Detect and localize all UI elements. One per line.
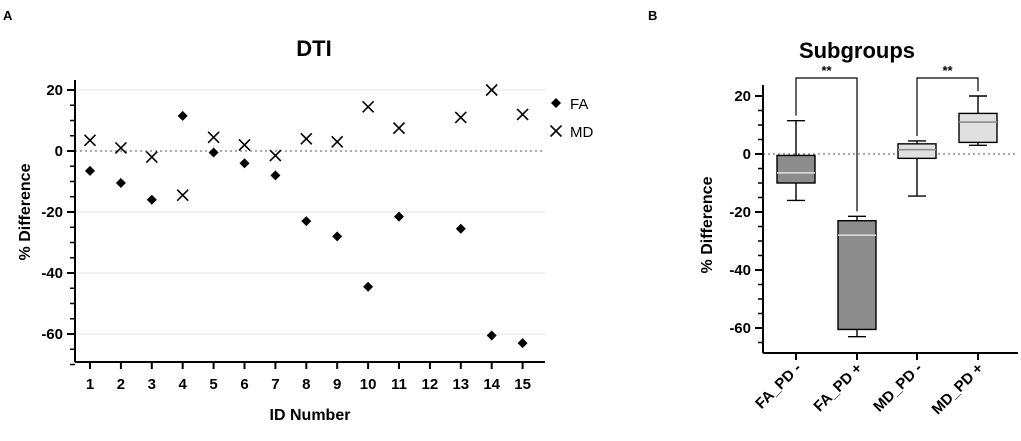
md-point: [207, 131, 220, 144]
md-point: [485, 83, 498, 97]
md-point: [300, 132, 313, 145]
fa-point: [455, 223, 466, 234]
fa-point: [270, 170, 281, 181]
fa-point: [394, 211, 404, 222]
fa-point: [517, 338, 528, 349]
fa-point: [301, 216, 312, 227]
fa-point: [177, 110, 188, 121]
x-tick-label: 8: [302, 376, 310, 393]
significance-bracket: [795, 77, 858, 212]
x-tick-label: 5: [209, 376, 217, 393]
significance-label: **: [942, 63, 953, 78]
box: [776, 154, 816, 184]
legend-md-label: MD: [570, 124, 593, 141]
md-point: [331, 135, 344, 148]
fa-point: [146, 194, 157, 205]
x-tick-label: 2: [117, 376, 125, 393]
fa-point: [85, 165, 95, 176]
legend-fa-label: FA: [570, 96, 588, 113]
md-point: [516, 108, 529, 121]
fa-point: [486, 330, 497, 341]
x-tick-label: 13: [452, 376, 469, 393]
x-tick-label: 14: [483, 376, 500, 393]
x-tick-label: 10: [360, 376, 377, 393]
panel-a-xlabel: ID Number: [270, 407, 351, 424]
fa-point: [115, 178, 126, 189]
significance-bracket: [916, 77, 979, 136]
legend-fa-marker: [551, 98, 561, 108]
md-point: [83, 134, 97, 147]
x-tick-label: MD_PD -: [870, 360, 926, 416]
panel-b-title: Subgroups: [799, 38, 915, 63]
md-point: [176, 189, 189, 202]
y-tick-label: 20: [734, 88, 751, 105]
y-tick-label: -60: [41, 326, 63, 343]
x-tick-label: 15: [514, 376, 531, 393]
md-point: [362, 100, 375, 113]
panel-b-ylabel: % Difference: [699, 176, 716, 273]
md-point: [392, 122, 406, 135]
md-point: [145, 151, 158, 164]
panel-b-plot: 20 0 -20 -40 -60 FA_PD - FA_PD + MD_PD - MD_PD +…: [729, 63, 1018, 418]
panel-b-letter: B: [648, 8, 657, 23]
x-tick-label: 3: [148, 376, 156, 393]
fa-point: [332, 231, 343, 242]
x-tick-label: 12: [422, 376, 439, 393]
panel-a-ylabel: % Difference: [17, 163, 34, 260]
fa-point: [208, 147, 219, 158]
y-tick-label: -20: [729, 204, 751, 221]
x-tick-label: MD_PD +: [929, 360, 987, 418]
y-tick-label: 20: [46, 82, 63, 99]
y-tick-label: -40: [729, 262, 751, 279]
legend-md-marker: [549, 124, 563, 138]
box: [897, 143, 937, 160]
y-tick-label: 0: [743, 146, 751, 163]
x-tick-label: 7: [271, 376, 279, 393]
x-tick-label: 1: [86, 376, 94, 393]
md-point: [269, 149, 282, 162]
y-tick-label: 0: [55, 143, 63, 160]
panel-a-letter: A: [3, 8, 13, 23]
y-tick-label: -40: [41, 265, 63, 282]
box: [958, 112, 998, 144]
x-tick-label: 11: [391, 376, 407, 393]
fa-point: [239, 158, 250, 169]
significance-label: **: [821, 63, 832, 78]
box: [837, 219, 877, 331]
md-point: [114, 141, 127, 155]
md-point: [238, 138, 251, 151]
y-tick-label: -20: [41, 204, 63, 221]
x-tick-label: FA_PD -: [752, 360, 805, 413]
md-point: [454, 111, 467, 124]
x-tick-label: 6: [240, 376, 248, 393]
fa-point: [363, 281, 374, 292]
x-tick-label: FA_PD +: [810, 360, 866, 416]
x-tick-label: 9: [333, 376, 341, 393]
y-tick-label: -60: [729, 320, 751, 337]
panel-a-title: DTI: [296, 36, 331, 61]
x-tick-label: 4: [179, 376, 188, 393]
